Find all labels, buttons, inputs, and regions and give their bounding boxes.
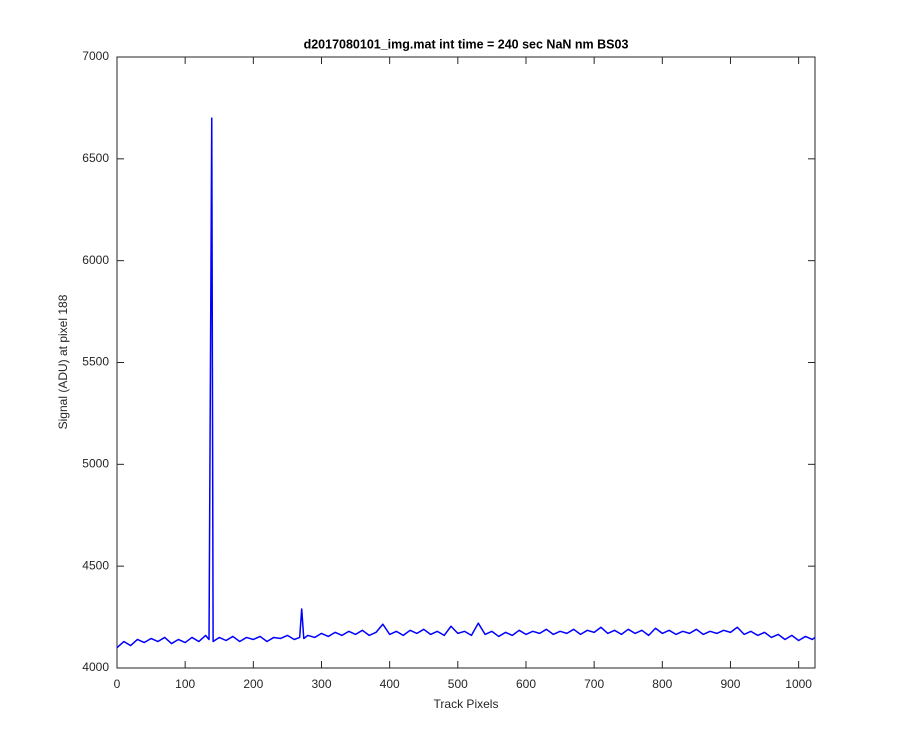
x-tick-label: 600: [516, 677, 536, 691]
chart-title: d2017080101_img.mat int time = 240 sec N…: [304, 37, 629, 51]
x-tick-label: 900: [720, 677, 740, 691]
x-tick-label: 500: [448, 677, 468, 691]
x-tick-label: 300: [311, 677, 331, 691]
x-tick-label: 700: [584, 677, 604, 691]
y-axis-label: Signal (ADU) at pixel 188: [56, 294, 70, 429]
y-tick-label: 4500: [82, 558, 109, 572]
y-tick-label: 6500: [82, 151, 109, 165]
x-tick-label: 0: [114, 677, 121, 691]
y-tick-label: 6000: [82, 253, 109, 267]
x-tick-label: 800: [652, 677, 672, 691]
y-tick-label: 5000: [82, 457, 109, 471]
x-axis-label: Track Pixels: [434, 697, 499, 711]
x-tick-label: 100: [175, 677, 195, 691]
x-tick-label: 1000: [785, 677, 812, 691]
y-tick-label: 4000: [82, 660, 109, 674]
y-tick-label: 5500: [82, 355, 109, 369]
y-tick-label: 7000: [82, 49, 109, 63]
data-line: [116, 117, 816, 649]
x-tick-label: 200: [243, 677, 263, 691]
x-tick-label: 400: [380, 677, 400, 691]
